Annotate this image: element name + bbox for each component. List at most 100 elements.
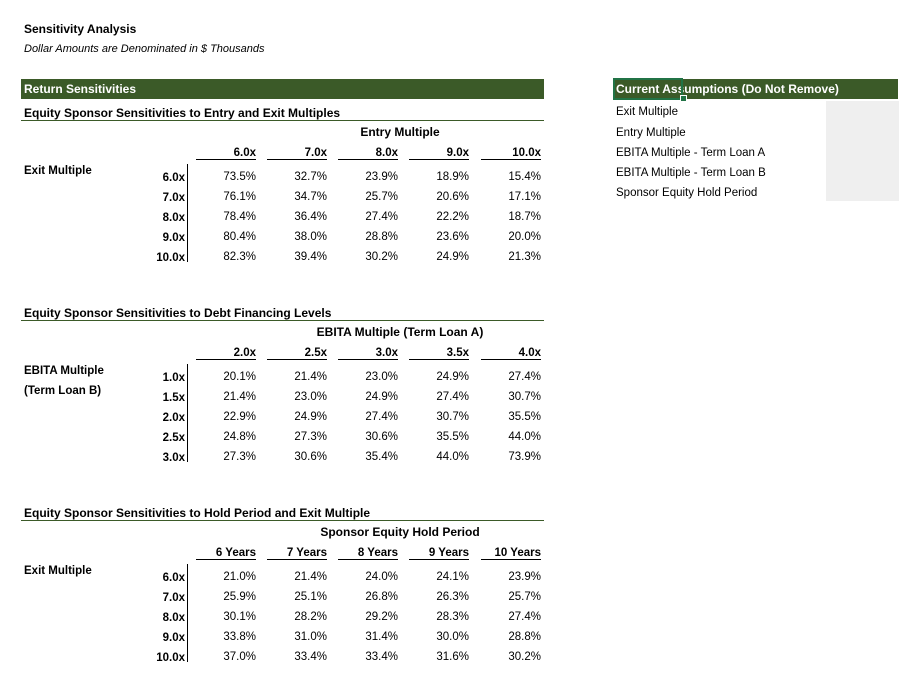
value-cell[interactable]: 23.9% [365,171,398,183]
value-cell[interactable]: 27.4% [508,611,541,623]
value-cell[interactable]: 30.2% [508,651,541,663]
value-cell[interactable]: 24.0% [365,571,398,583]
value-cell[interactable]: 29.2% [365,611,398,623]
value-cell[interactable]: 38.0% [294,231,327,243]
assumption-values-area[interactable] [826,101,899,201]
value-cell[interactable]: 20.6% [436,191,469,203]
value-cell[interactable]: 31.4% [365,631,398,643]
value-cell[interactable]: 23.9% [508,571,541,583]
value-cell[interactable]: 76.1% [223,191,256,203]
value-cell[interactable]: 30.0% [436,631,469,643]
value-cell[interactable]: 18.7% [508,211,541,223]
value-cell[interactable]: 35.5% [508,411,541,423]
value-cell[interactable]: 21.4% [294,371,327,383]
value-cell[interactable]: 27.4% [365,211,398,223]
value-cell[interactable]: 15.4% [508,171,541,183]
row-header: 1.5x [162,392,185,404]
value-cell[interactable]: 25.9% [223,591,256,603]
column-header: 10 Years [481,547,541,560]
row-header: 7.0x [162,592,185,604]
value-cell[interactable]: 27.3% [223,451,256,463]
selected-cell-highlight[interactable] [613,78,683,100]
value-cell[interactable]: 24.1% [436,571,469,583]
value-cell[interactable]: 35.4% [365,451,398,463]
value-cell[interactable]: 78.4% [223,211,256,223]
value-cell[interactable]: 82.3% [223,251,256,263]
value-cell[interactable]: 22.2% [436,211,469,223]
fill-handle[interactable] [680,95,687,102]
value-cell[interactable]: 24.8% [223,431,256,443]
column-header: 9.0x [409,147,469,160]
assumption-ebita-term-loan-b[interactable]: EBITA Multiple - Term Loan B [616,167,766,179]
value-cell[interactable]: 33.4% [294,651,327,663]
value-cell[interactable]: 44.0% [436,451,469,463]
row-axis-title: EBITA Multiple [24,365,104,377]
value-cell[interactable]: 22.9% [223,411,256,423]
row-header: 1.0x [162,372,185,384]
value-cell[interactable]: 73.5% [223,171,256,183]
value-cell[interactable]: 27.4% [508,371,541,383]
table-title: Equity Sponsor Sensitivities to Debt Fin… [24,306,332,320]
value-cell[interactable]: 39.4% [294,251,327,263]
page-subtitle: Dollar Amounts are Denominated in $ Thou… [24,43,265,55]
value-cell[interactable]: 20.1% [223,371,256,383]
section-underline [21,320,544,321]
row-header-divider [187,364,188,462]
row-header: 6.0x [162,572,185,584]
value-cell[interactable]: 27.3% [294,431,327,443]
value-cell[interactable]: 33.4% [365,651,398,663]
value-cell[interactable]: 30.6% [294,451,327,463]
column-header: 10.0x [481,147,541,160]
value-cell[interactable]: 31.0% [294,631,327,643]
row-header: 2.0x [162,412,185,424]
value-cell[interactable]: 28.3% [436,611,469,623]
value-cell[interactable]: 30.1% [223,611,256,623]
value-cell[interactable]: 73.9% [508,451,541,463]
value-cell[interactable]: 26.8% [365,591,398,603]
column-header: 6 Years [196,547,256,560]
value-cell[interactable]: 37.0% [223,651,256,663]
assumption-entry-multiple[interactable]: Entry Multiple [616,127,686,139]
value-cell[interactable]: 33.8% [223,631,256,643]
value-cell[interactable]: 31.6% [436,651,469,663]
value-cell[interactable]: 28.2% [294,611,327,623]
value-cell[interactable]: 28.8% [508,631,541,643]
value-cell[interactable]: 18.9% [436,171,469,183]
assumption-exit-multiple[interactable]: Exit Multiple [616,106,678,118]
column-header: 7 Years [267,547,327,560]
value-cell[interactable]: 36.4% [294,211,327,223]
value-cell[interactable]: 24.9% [365,391,398,403]
value-cell[interactable]: 20.0% [508,231,541,243]
value-cell[interactable]: 24.9% [436,251,469,263]
value-cell[interactable]: 24.9% [436,371,469,383]
value-cell[interactable]: 30.6% [365,431,398,443]
value-cell[interactable]: 30.2% [365,251,398,263]
value-cell[interactable]: 23.0% [365,371,398,383]
assumption-hold-period[interactable]: Sponsor Equity Hold Period [616,187,758,199]
value-cell[interactable]: 34.7% [294,191,327,203]
value-cell[interactable]: 28.8% [365,231,398,243]
value-cell[interactable]: 23.0% [294,391,327,403]
value-cell[interactable]: 25.1% [294,591,327,603]
value-cell[interactable]: 25.7% [365,191,398,203]
value-cell[interactable]: 21.4% [223,391,256,403]
value-cell[interactable]: 35.5% [436,431,469,443]
value-cell[interactable]: 17.1% [508,191,541,203]
value-cell[interactable]: 27.4% [365,411,398,423]
value-cell[interactable]: 27.4% [436,391,469,403]
value-cell[interactable]: 21.0% [223,571,256,583]
value-cell[interactable]: 30.7% [436,411,469,423]
value-cell[interactable]: 30.7% [508,391,541,403]
column-axis-title: Entry Multiple [360,125,440,139]
value-cell[interactable]: 26.3% [436,591,469,603]
value-cell[interactable]: 80.4% [223,231,256,243]
value-cell[interactable]: 44.0% [508,431,541,443]
value-cell[interactable]: 21.4% [294,571,327,583]
value-cell[interactable]: 21.3% [508,251,541,263]
value-cell[interactable]: 32.7% [294,171,327,183]
value-cell[interactable]: 23.6% [436,231,469,243]
assumption-ebita-term-loan-a[interactable]: EBITA Multiple - Term Loan A [616,147,766,159]
value-cell[interactable]: 24.9% [294,411,327,423]
return-sensitivities-bar: Return Sensitivities [21,79,544,99]
value-cell[interactable]: 25.7% [508,591,541,603]
